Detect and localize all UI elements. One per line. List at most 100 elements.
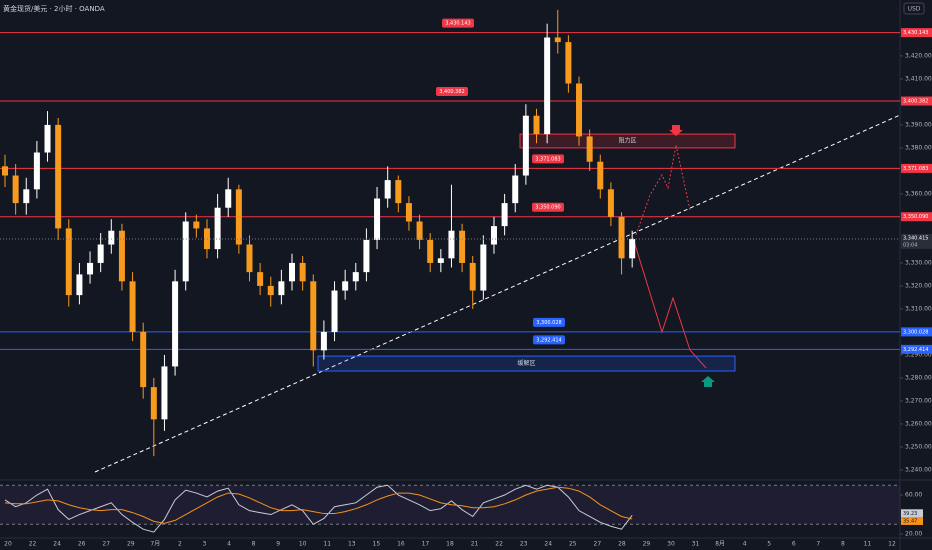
candle-body xyxy=(278,281,285,296)
candle-body xyxy=(448,230,455,259)
currency: USD xyxy=(908,6,921,13)
axis-level-label: 3,371.083 xyxy=(903,166,928,172)
candle-body xyxy=(437,258,444,263)
candle-body xyxy=(150,387,157,420)
candle-body xyxy=(33,152,40,190)
level-tag xyxy=(436,87,468,97)
candle-body xyxy=(320,331,327,351)
candle-body xyxy=(586,136,593,162)
candle-body xyxy=(182,221,189,282)
x-tick-label: 27 xyxy=(102,541,110,548)
x-tick-label: 20 xyxy=(4,541,12,548)
axis-level-tag xyxy=(901,163,932,173)
x-tick-label: 25 xyxy=(569,541,577,548)
axis-level-tag xyxy=(901,212,932,222)
down-arrow-icon xyxy=(669,125,683,136)
candle-body xyxy=(512,175,519,204)
axis-level-label: 3,292.414 xyxy=(903,347,928,353)
candle-body xyxy=(23,189,30,204)
x-tick-label: 13 xyxy=(348,541,356,548)
axis-level-tag xyxy=(901,96,932,106)
x-tick-label: 5 xyxy=(767,541,771,548)
zone xyxy=(519,133,736,149)
x-tick-label: 18 xyxy=(446,541,454,548)
candle-body xyxy=(395,180,402,204)
candle-body xyxy=(193,221,200,229)
candle-body xyxy=(246,244,253,273)
candle-body xyxy=(490,226,497,245)
y-tick-label: 3,330.000 xyxy=(905,259,932,266)
x-tick-label: 11 xyxy=(323,541,331,548)
candle-body xyxy=(2,166,8,176)
candle-body xyxy=(299,262,306,282)
x-tick-label: 15 xyxy=(373,541,381,548)
x-tick-label: 8 xyxy=(841,541,845,548)
x-tick-label: 26 xyxy=(78,541,86,548)
x-tick-label: 4 xyxy=(227,541,231,548)
x-tick-label: 7 xyxy=(816,541,820,548)
last-price-label: 3,340.415 xyxy=(903,235,928,241)
candle-body xyxy=(267,285,274,296)
x-tick-label: 24 xyxy=(53,541,61,548)
x-tick-label: 22 xyxy=(29,541,37,548)
x-tick-label: 22 xyxy=(495,541,503,548)
axis-level-label: 3,400.382 xyxy=(903,99,928,105)
axis-level-tag xyxy=(901,344,932,354)
candle-body xyxy=(44,124,51,153)
axis-level-tag xyxy=(901,28,932,38)
candle-body xyxy=(607,189,614,217)
rsi-last-label: 39.23 xyxy=(903,511,917,517)
candle-body xyxy=(97,244,104,263)
level-tag-label: 3,292.414 xyxy=(536,337,561,343)
y-tick-label: 3,290.000 xyxy=(905,351,932,358)
countdown: 03:04 xyxy=(903,242,917,248)
candle-body xyxy=(597,161,604,190)
y-tick-label: 3,250.000 xyxy=(905,443,932,450)
level-tag xyxy=(442,18,474,28)
candle-body xyxy=(161,366,168,420)
rsi-y-tick-label: 60.00 xyxy=(905,492,922,499)
x-tick-label: 29 xyxy=(643,541,651,548)
projection-up xyxy=(635,144,691,236)
candle-body xyxy=(203,228,210,250)
candle-body xyxy=(55,124,62,229)
candle-body xyxy=(331,290,338,332)
zone xyxy=(317,355,736,372)
candle-body xyxy=(533,115,540,135)
candle-body xyxy=(459,230,466,263)
rsi-last-tag xyxy=(901,509,923,518)
x-tick-label: 3 xyxy=(203,541,207,548)
x-tick-label: 2 xyxy=(178,541,182,548)
y-tick-label: 3,270.000 xyxy=(905,397,932,404)
rsi-line xyxy=(4,484,633,533)
x-tick-label: 17 xyxy=(422,541,430,548)
candle-body xyxy=(544,37,551,135)
candle-body xyxy=(352,272,359,282)
level-tag-label: 3,400.382 xyxy=(439,89,464,95)
candle-body xyxy=(576,83,583,137)
candle-body xyxy=(108,230,115,245)
x-tick-label: 31 xyxy=(692,541,700,548)
level-tag-label: 3,371.083 xyxy=(535,156,560,162)
candle-body xyxy=(384,180,391,199)
candle-body xyxy=(172,281,179,367)
y-tick-label: 3,280.000 xyxy=(905,374,932,381)
y-tick-label: 3,420.000 xyxy=(905,52,932,59)
candle-body xyxy=(565,42,572,84)
x-tick-label: 29 xyxy=(127,541,135,548)
x-tick-label: 28 xyxy=(618,541,626,548)
last-price-tag xyxy=(901,233,932,249)
candle-body xyxy=(289,262,296,282)
zone-label: 阻力区 xyxy=(618,137,636,145)
candle-body xyxy=(480,244,487,291)
axis-level-tag xyxy=(901,327,932,337)
level-tag xyxy=(532,154,564,164)
candle-body xyxy=(342,281,349,291)
candle-body xyxy=(87,262,94,275)
currency-box xyxy=(903,2,925,15)
x-tick-label: 11 xyxy=(864,541,872,548)
candle-body xyxy=(405,203,412,222)
x-tick-label: 6 xyxy=(792,541,796,548)
candle-body xyxy=(235,189,242,245)
